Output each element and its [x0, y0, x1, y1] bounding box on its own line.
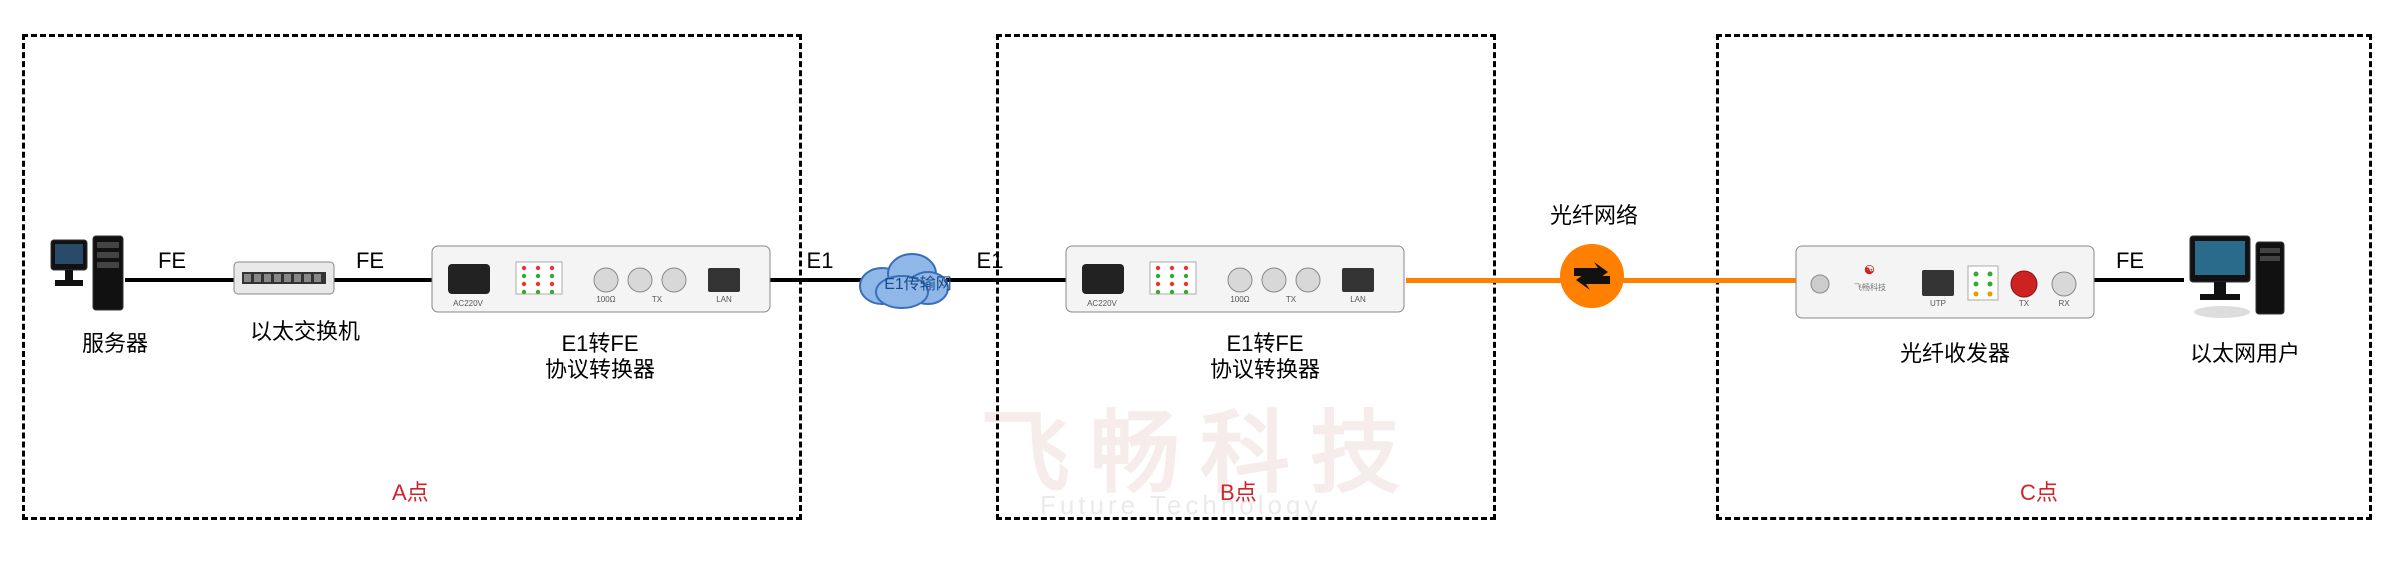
label-3: FE — [350, 248, 390, 274]
svg-text:TX: TX — [2019, 299, 2030, 308]
svg-text:☯: ☯ — [1864, 263, 1875, 277]
link-line-6 — [2094, 278, 2184, 282]
zone-label-A: A点 — [392, 475, 429, 507]
label-8: E1 — [970, 248, 1010, 274]
link-line-4 — [1406, 278, 1561, 283]
diagram-canvas: 飞畅科技 Future Technology A点B点C点 AC220V — [0, 0, 2391, 561]
svg-text:AC220V: AC220V — [1087, 299, 1117, 308]
svg-text:RX: RX — [2058, 299, 2070, 308]
label-14: 以太网用户 — [2170, 336, 2320, 368]
label-12: 光纤收发器 — [1880, 336, 2030, 368]
link-line-5 — [1622, 278, 1797, 283]
label-0: 服务器 — [60, 326, 170, 358]
label-7: E1传输网 — [868, 270, 968, 294]
link-line-0 — [125, 278, 235, 282]
zone-label-C: C点 — [2020, 475, 2058, 507]
fiber-network-icon — [1558, 242, 1626, 315]
label-11: 光纤网络 — [1534, 198, 1654, 230]
svg-text:LAN: LAN — [1350, 295, 1366, 304]
svg-text:100Ω: 100Ω — [1230, 295, 1249, 304]
svg-text:TX: TX — [1286, 295, 1297, 304]
protocol-converter-b: AC220V 100Ω TX LAN — [1064, 244, 1406, 314]
zone-label-B: B点 — [1220, 475, 1257, 507]
svg-text:AC220V: AC220V — [453, 299, 483, 308]
svg-text:飞畅科技: 飞畅科技 — [1854, 282, 1886, 292]
label-13: FE — [2110, 248, 2150, 274]
fiber-media-converter-icon: ☯ 飞畅科技 UTP TX RX — [1794, 244, 2096, 320]
svg-text:100Ω: 100Ω — [596, 295, 615, 304]
label-2: 以太交换机 — [230, 314, 380, 346]
label-6: E1 — [800, 248, 840, 274]
server-icon — [45, 230, 131, 316]
svg-text:TX: TX — [652, 295, 663, 304]
ethernet-switch-icon — [232, 256, 336, 302]
svg-text:LAN: LAN — [716, 295, 732, 304]
svg-text:UTP: UTP — [1930, 299, 1946, 308]
label-10: 协议转换器 — [1190, 352, 1340, 384]
protocol-converter-a: AC220V 100Ω TX LAN — [430, 244, 772, 314]
label-5: 协议转换器 — [525, 352, 675, 384]
label-1: FE — [152, 248, 192, 274]
client-pc-icon — [2182, 228, 2292, 322]
link-line-1 — [332, 278, 432, 282]
